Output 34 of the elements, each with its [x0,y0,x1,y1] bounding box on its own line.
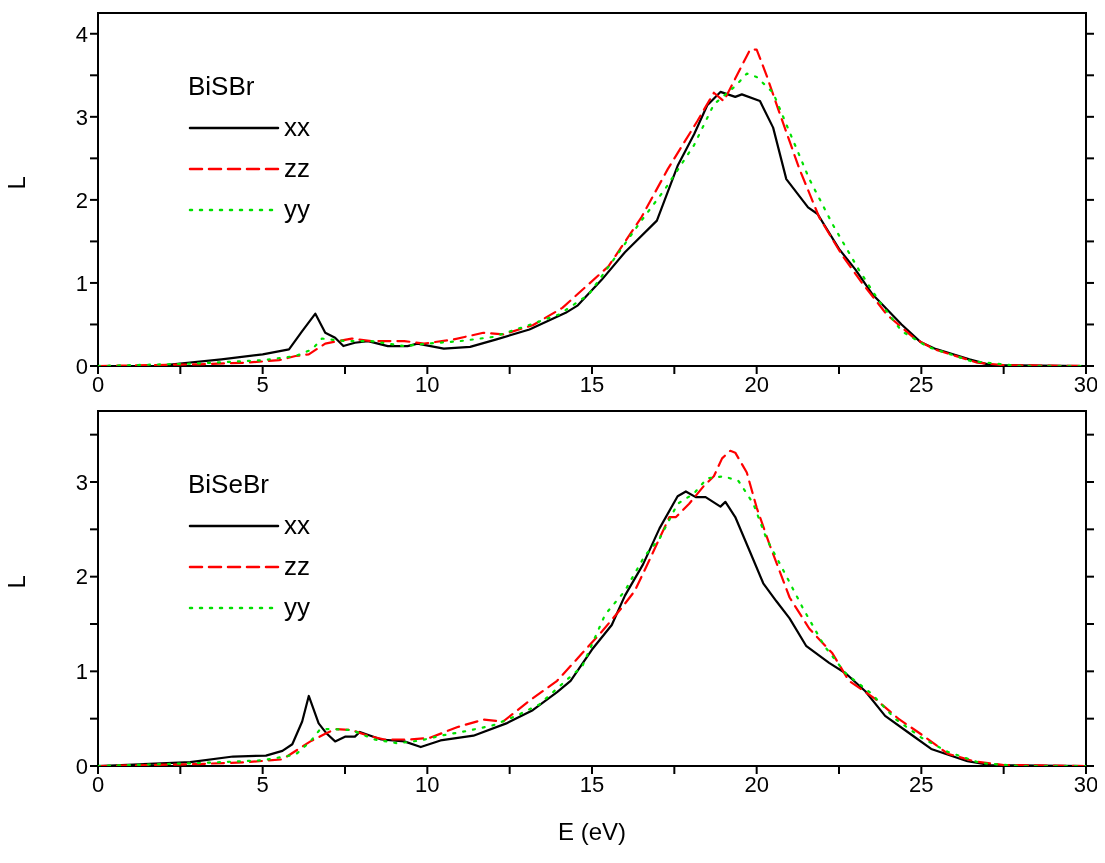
x-tick-label: 5 [256,771,269,797]
legend-label: yy [284,591,310,624]
x-tick-label: 15 [579,371,605,397]
x-tick-label: 5 [256,371,269,397]
y-tick-label: 4 [75,21,88,47]
x-tick-label: 0 [91,371,105,397]
x-tick-label: 10 [415,371,440,397]
x-tick-label: 10 [415,771,440,797]
x-tick-label: 25 [909,771,934,797]
legend-label: zz [284,152,310,185]
x-tick-label: 30 [1073,771,1099,797]
x-tick-label: 15 [579,771,605,797]
y-axis-title: L [2,176,30,190]
y-tick-label: 2 [75,187,88,213]
x-tick-label: 20 [744,371,769,397]
legend-label: zz [284,550,310,583]
x-tick-label: 25 [909,371,934,397]
y-tick-label: 3 [75,104,88,130]
x-tick-label: 20 [744,771,769,797]
legend-title: BiSeBr [188,468,270,501]
y-tick-label: 0 [75,753,88,779]
y-tick-label: 2 [75,564,88,590]
legend-title: BiSBr [188,70,256,103]
x-tick-label: 0 [91,771,105,797]
legend-label: xx [284,111,310,144]
y-tick-label: 1 [75,659,88,685]
legend-label: xx [284,509,310,542]
legend-label: yy [284,193,310,226]
x-axis-title: E (eV) [557,818,627,845]
y-tick-label: 1 [75,270,88,296]
y-tick-label: 0 [75,353,88,379]
y-axis-title: L [2,575,30,589]
x-tick-label: 30 [1073,371,1099,397]
y-tick-label: 3 [75,469,88,495]
